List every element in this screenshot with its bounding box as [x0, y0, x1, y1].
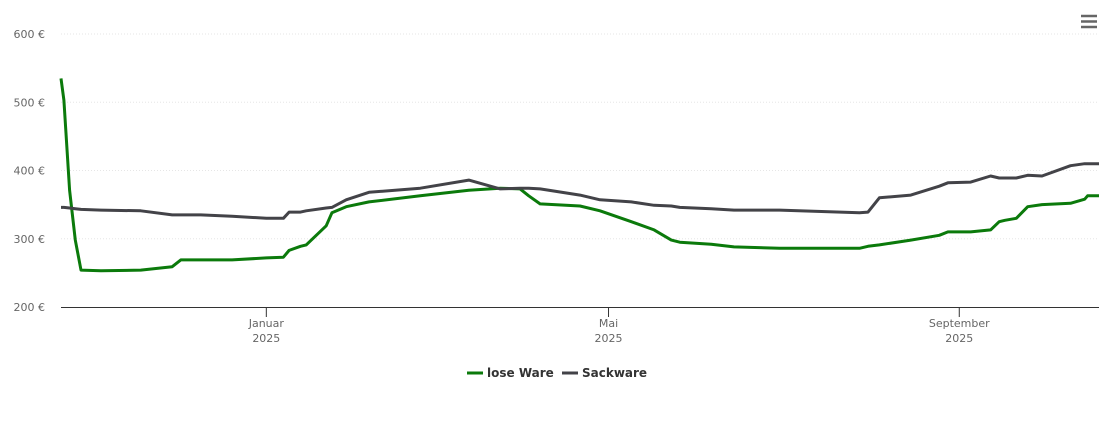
line [61, 162, 1099, 220]
legend-label: Sackware [582, 366, 647, 380]
x-tick-label: Mai [599, 317, 618, 330]
line [59, 78, 1099, 273]
y-tick-label: 200 € [14, 301, 46, 314]
menu-button[interactable] [1078, 12, 1100, 32]
y-tick-label: 600 € [14, 28, 46, 41]
x-tick-label: September [929, 317, 990, 330]
legend-label: lose Ware [487, 366, 554, 380]
y-tick-label: 400 € [14, 165, 46, 178]
y-tick-label: 500 € [14, 96, 46, 109]
x-tick-sublabel: 2025 [252, 332, 280, 345]
x-tick-sublabel: 2025 [945, 332, 973, 345]
x-tick-label: Januar [248, 317, 285, 330]
y-tick-label: 300 € [14, 233, 46, 246]
x-tick-sublabel: 2025 [595, 332, 623, 345]
